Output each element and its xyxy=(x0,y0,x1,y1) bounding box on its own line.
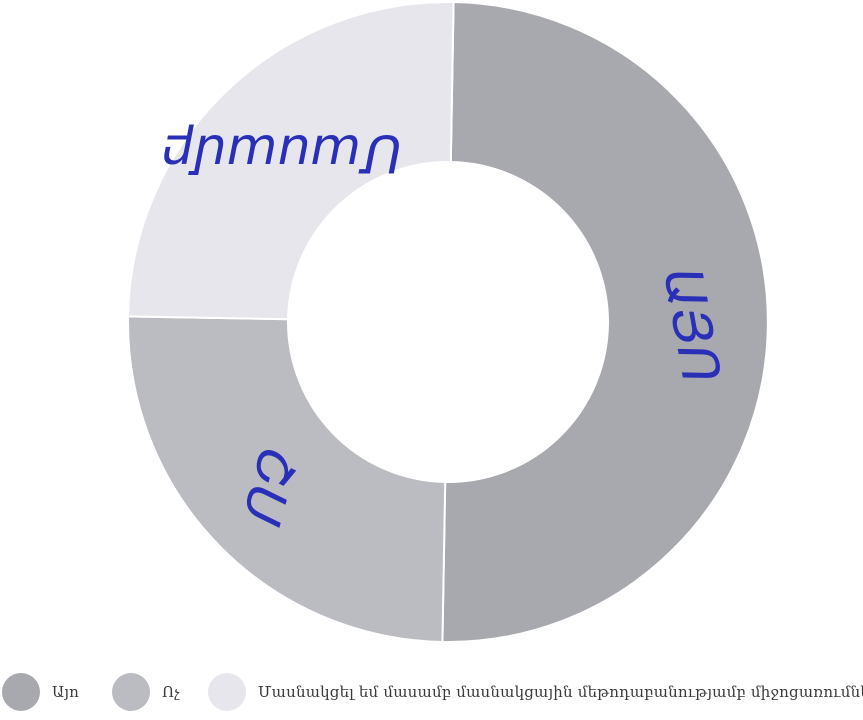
legend-label-yes: Այո xyxy=(52,683,80,701)
legend-swatch-yes xyxy=(2,673,40,711)
legend-label-partly: Մասնակցել եմ մասամբ մասնակցային մեթոդաբա… xyxy=(258,683,863,701)
legend-swatch-no xyxy=(112,673,150,711)
slice-yes xyxy=(441,1,769,643)
legend-item-no: Ոչ xyxy=(112,672,180,712)
slice-partly xyxy=(127,1,455,321)
legend-item-partly: Մասնակցել եմ մասամբ մասնակցային մեթոդաբա… xyxy=(208,672,863,712)
legend: Այո Ոչ Մասնակցել եմ մասամբ մասնակցային մ… xyxy=(0,664,863,714)
annotation-partly: Մասամբ xyxy=(161,122,402,182)
legend-item-yes: Այո xyxy=(2,672,79,712)
legend-label-no: Ոչ xyxy=(162,683,180,701)
legend-swatch-partly xyxy=(208,673,246,711)
slice-no xyxy=(127,315,447,643)
